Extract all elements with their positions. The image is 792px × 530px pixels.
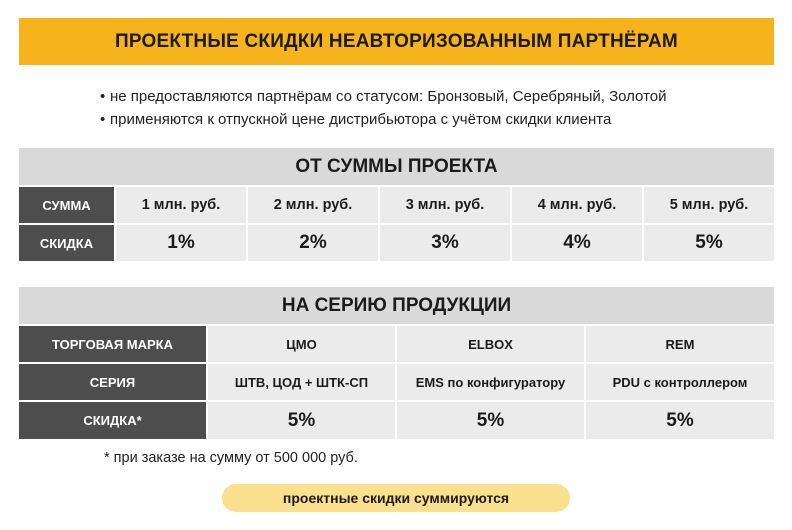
discount-cell: 5% bbox=[586, 402, 774, 439]
title-banner: ПРОЕКТНЫЕ СКИДКИ НЕАВТОРИЗОВАННЫМ ПАРТНЁ… bbox=[19, 18, 774, 65]
bullet-icon: • bbox=[100, 88, 106, 105]
row-header-sum: СУММА bbox=[19, 187, 114, 223]
product-series-heading: НА СЕРИЮ ПРОДУКЦИИ bbox=[19, 287, 774, 324]
brand-cell: REM bbox=[586, 326, 774, 362]
sum-cell: 5 млн. руб. bbox=[644, 187, 774, 223]
discount-cell: 5% bbox=[208, 402, 395, 439]
brand-cell: ЦМО bbox=[208, 326, 395, 362]
brand-cell: ELBOX bbox=[397, 326, 584, 362]
footnote: * при заказе на сумму от 500 000 руб. bbox=[104, 450, 358, 466]
page-title: ПРОЕКТНЫЕ СКИДКИ НЕАВТОРИЗОВАННЫМ ПАРТНЁ… bbox=[115, 30, 678, 52]
discount-cell: 5% bbox=[397, 402, 584, 439]
discount-cell: 2% bbox=[248, 225, 378, 261]
conditions-list: • не предоставляются партнёрам со статусо… bbox=[100, 85, 667, 131]
row-header-discount: СКИДКА* bbox=[19, 402, 206, 439]
project-sum-table: СУММА 1 млн. руб. 2 млн. руб. 3 млн. руб… bbox=[19, 187, 774, 261]
product-series-table: ТОРГОВАЯ МАРКА ЦМО ELBOX REM СЕРИЯ ШТВ, … bbox=[19, 326, 774, 439]
series-cell: PDU с контроллером bbox=[586, 364, 774, 400]
list-item: • не предоставляются партнёрам со статусо… bbox=[100, 85, 667, 108]
row-header-series: СЕРИЯ bbox=[19, 364, 206, 400]
list-item: • применяются к отпускной цене дистрибьют… bbox=[100, 108, 667, 131]
sum-cell: 3 млн. руб. bbox=[380, 187, 510, 223]
sum-cell: 2 млн. руб. bbox=[248, 187, 378, 223]
discount-cell: 3% bbox=[380, 225, 510, 261]
sum-cell: 4 млн. руб. bbox=[512, 187, 642, 223]
bullet-icon: • bbox=[100, 111, 106, 128]
discount-cell: 5% bbox=[644, 225, 774, 261]
row-header-discount: СКИДКА bbox=[19, 225, 114, 261]
series-cell: ШТВ, ЦОД + ШТК-СП bbox=[208, 364, 395, 400]
discount-cell: 4% bbox=[512, 225, 642, 261]
row-header-brand: ТОРГОВАЯ МАРКА bbox=[19, 326, 206, 362]
series-cell: EMS по конфигуратору bbox=[397, 364, 584, 400]
discount-cell: 1% bbox=[116, 225, 246, 261]
sum-cell: 1 млн. руб. bbox=[116, 187, 246, 223]
summation-note-badge: проектные скидки суммируются bbox=[222, 484, 570, 512]
project-sum-heading: ОТ СУММЫ ПРОЕКТА bbox=[19, 148, 774, 185]
